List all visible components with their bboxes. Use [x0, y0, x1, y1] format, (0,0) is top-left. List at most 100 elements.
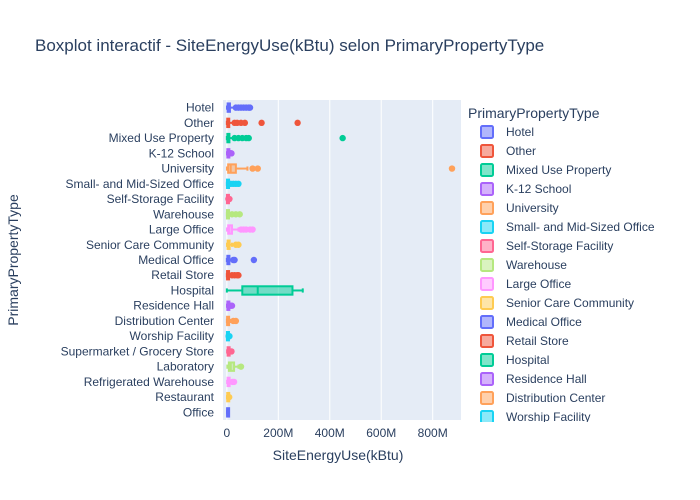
outlier-point[interactable]: [225, 393, 233, 401]
y-tick-label: Medical Office: [138, 253, 214, 267]
box-self-storage-facility[interactable]: [225, 193, 233, 205]
legend-item[interactable]: Retail Store: [480, 334, 569, 348]
box-office[interactable]: [225, 407, 231, 418]
x-tick-label: 400M: [315, 426, 345, 440]
legend-swatch: [480, 182, 494, 196]
legend-item[interactable]: Medical Office: [480, 315, 582, 329]
y-tick-label: Refrigerated Warehouse: [84, 375, 215, 389]
legend-swatch: [480, 144, 494, 158]
box-large-office[interactable]: [225, 224, 256, 235]
legend-label: Mixed Use Property: [506, 163, 611, 177]
outlier-point[interactable]: [228, 348, 235, 355]
box-residence-hall[interactable]: [225, 300, 236, 311]
box-small-and-mid-sized-office[interactable]: [225, 178, 242, 190]
box-k-12-school[interactable]: [225, 148, 235, 159]
legend-swatch: [480, 296, 494, 310]
legend-label: K-12 School: [506, 182, 571, 196]
outlier-point[interactable]: [254, 165, 261, 172]
outlier-point[interactable]: [235, 272, 242, 279]
outlier-point[interactable]: [249, 226, 256, 233]
legend-swatch: [480, 201, 494, 215]
outlier-point[interactable]: [237, 363, 245, 370]
y-tick-label: Large Office: [149, 223, 214, 237]
legend-swatch: [480, 277, 494, 291]
box-supermarket-grocery-store[interactable]: [226, 346, 235, 357]
outlier-point[interactable]: [226, 195, 233, 203]
legend-item[interactable]: Mixed Use Property: [480, 163, 611, 177]
legend-label: Hotel: [506, 125, 534, 139]
box-retail-store[interactable]: [225, 270, 242, 281]
legend-item[interactable]: Hospital: [480, 353, 549, 367]
box-refrigerated-warehouse[interactable]: [226, 376, 238, 388]
legend-label: Medical Office: [506, 315, 582, 329]
legend-swatch: [480, 353, 494, 367]
legend-label: Other: [506, 144, 536, 158]
outlier-point[interactable]: [258, 119, 265, 127]
box-other[interactable]: [225, 117, 301, 129]
legend-swatch: [480, 163, 494, 177]
legend-item[interactable]: Warehouse: [480, 258, 567, 272]
box-restaurant[interactable]: [225, 391, 233, 403]
box-medical-office[interactable]: [225, 254, 258, 266]
chart-title: Boxplot interactif - SiteEnergyUse(kBtu)…: [35, 36, 544, 55]
box-worship-facility[interactable]: [225, 331, 233, 342]
y-tick-label: Retail Store: [151, 268, 214, 282]
legend-label: Warehouse: [506, 258, 567, 272]
outlier-point[interactable]: [294, 119, 301, 127]
legend-item[interactable]: Large Office: [480, 277, 571, 291]
legend-item[interactable]: Other: [480, 144, 536, 158]
outlier-point[interactable]: [448, 165, 456, 172]
legend-item[interactable]: Self-Storage Facility: [480, 239, 613, 253]
outlier-point[interactable]: [228, 302, 236, 309]
box-hotel[interactable]: [225, 102, 254, 113]
outlier-point[interactable]: [245, 134, 252, 142]
outlier-point[interactable]: [235, 241, 242, 248]
outlier-point[interactable]: [232, 317, 240, 325]
plot-area: [223, 100, 461, 420]
outlier-point[interactable]: [231, 256, 238, 264]
y-tick-label: University: [161, 162, 214, 176]
outlier-point[interactable]: [339, 134, 346, 142]
legend-swatch: [480, 258, 494, 272]
box-laboratory[interactable]: [226, 361, 245, 372]
legend-item[interactable]: Distribution Center: [480, 391, 605, 405]
box-senior-care-community[interactable]: [225, 239, 242, 250]
box-warehouse[interactable]: [225, 209, 243, 220]
y-axis-title: PrimaryPropertyType: [5, 194, 21, 326]
box-iqr: [227, 163, 237, 174]
outlier-point[interactable]: [230, 378, 238, 386]
legend-swatch: [480, 239, 494, 253]
outlier-point[interactable]: [236, 211, 243, 218]
box-mixed-use-property[interactable]: [225, 132, 346, 144]
y-tick-label: Office: [183, 405, 214, 419]
outlier-point[interactable]: [249, 165, 256, 172]
outlier-point[interactable]: [228, 150, 235, 157]
y-tick-label: Distribution Center: [115, 314, 214, 328]
box-university[interactable]: [225, 163, 456, 174]
y-tick-label: Residence Hall: [133, 299, 214, 313]
outlier-point[interactable]: [226, 332, 233, 340]
legend-item[interactable]: University: [480, 201, 559, 215]
outlier-point[interactable]: [250, 256, 258, 264]
legend-item[interactable]: K-12 School: [480, 182, 571, 196]
legend-item[interactable]: Small- and Mid-Sized Office: [480, 220, 655, 234]
outlier-point[interactable]: [241, 119, 249, 127]
y-tick-label: Restaurant: [155, 390, 214, 404]
box-distribution-center[interactable]: [225, 315, 240, 327]
y-tick-label: Laboratory: [157, 360, 214, 374]
legend-label: Self-Storage Facility: [506, 239, 613, 253]
legend-item[interactable]: Residence Hall: [480, 372, 587, 386]
legend[interactable]: PrimaryPropertyType Hotel Other Mixed Use …: [468, 105, 655, 424]
box-hospital[interactable]: [225, 285, 304, 296]
legend-item[interactable]: Hotel: [480, 125, 534, 139]
legend-label: Distribution Center: [506, 391, 605, 405]
legend-item[interactable]: Senior Care Community: [480, 296, 634, 310]
legend-label: Small- and Mid-Sized Office: [506, 220, 655, 234]
legend-item[interactable]: Worship Facility: [480, 410, 590, 424]
box-iqr: [241, 285, 294, 296]
outlier-point[interactable]: [246, 104, 254, 111]
outlier-point[interactable]: [235, 180, 242, 188]
legend-label: Senior Care Community: [506, 296, 634, 310]
legend-swatch: [480, 315, 494, 329]
